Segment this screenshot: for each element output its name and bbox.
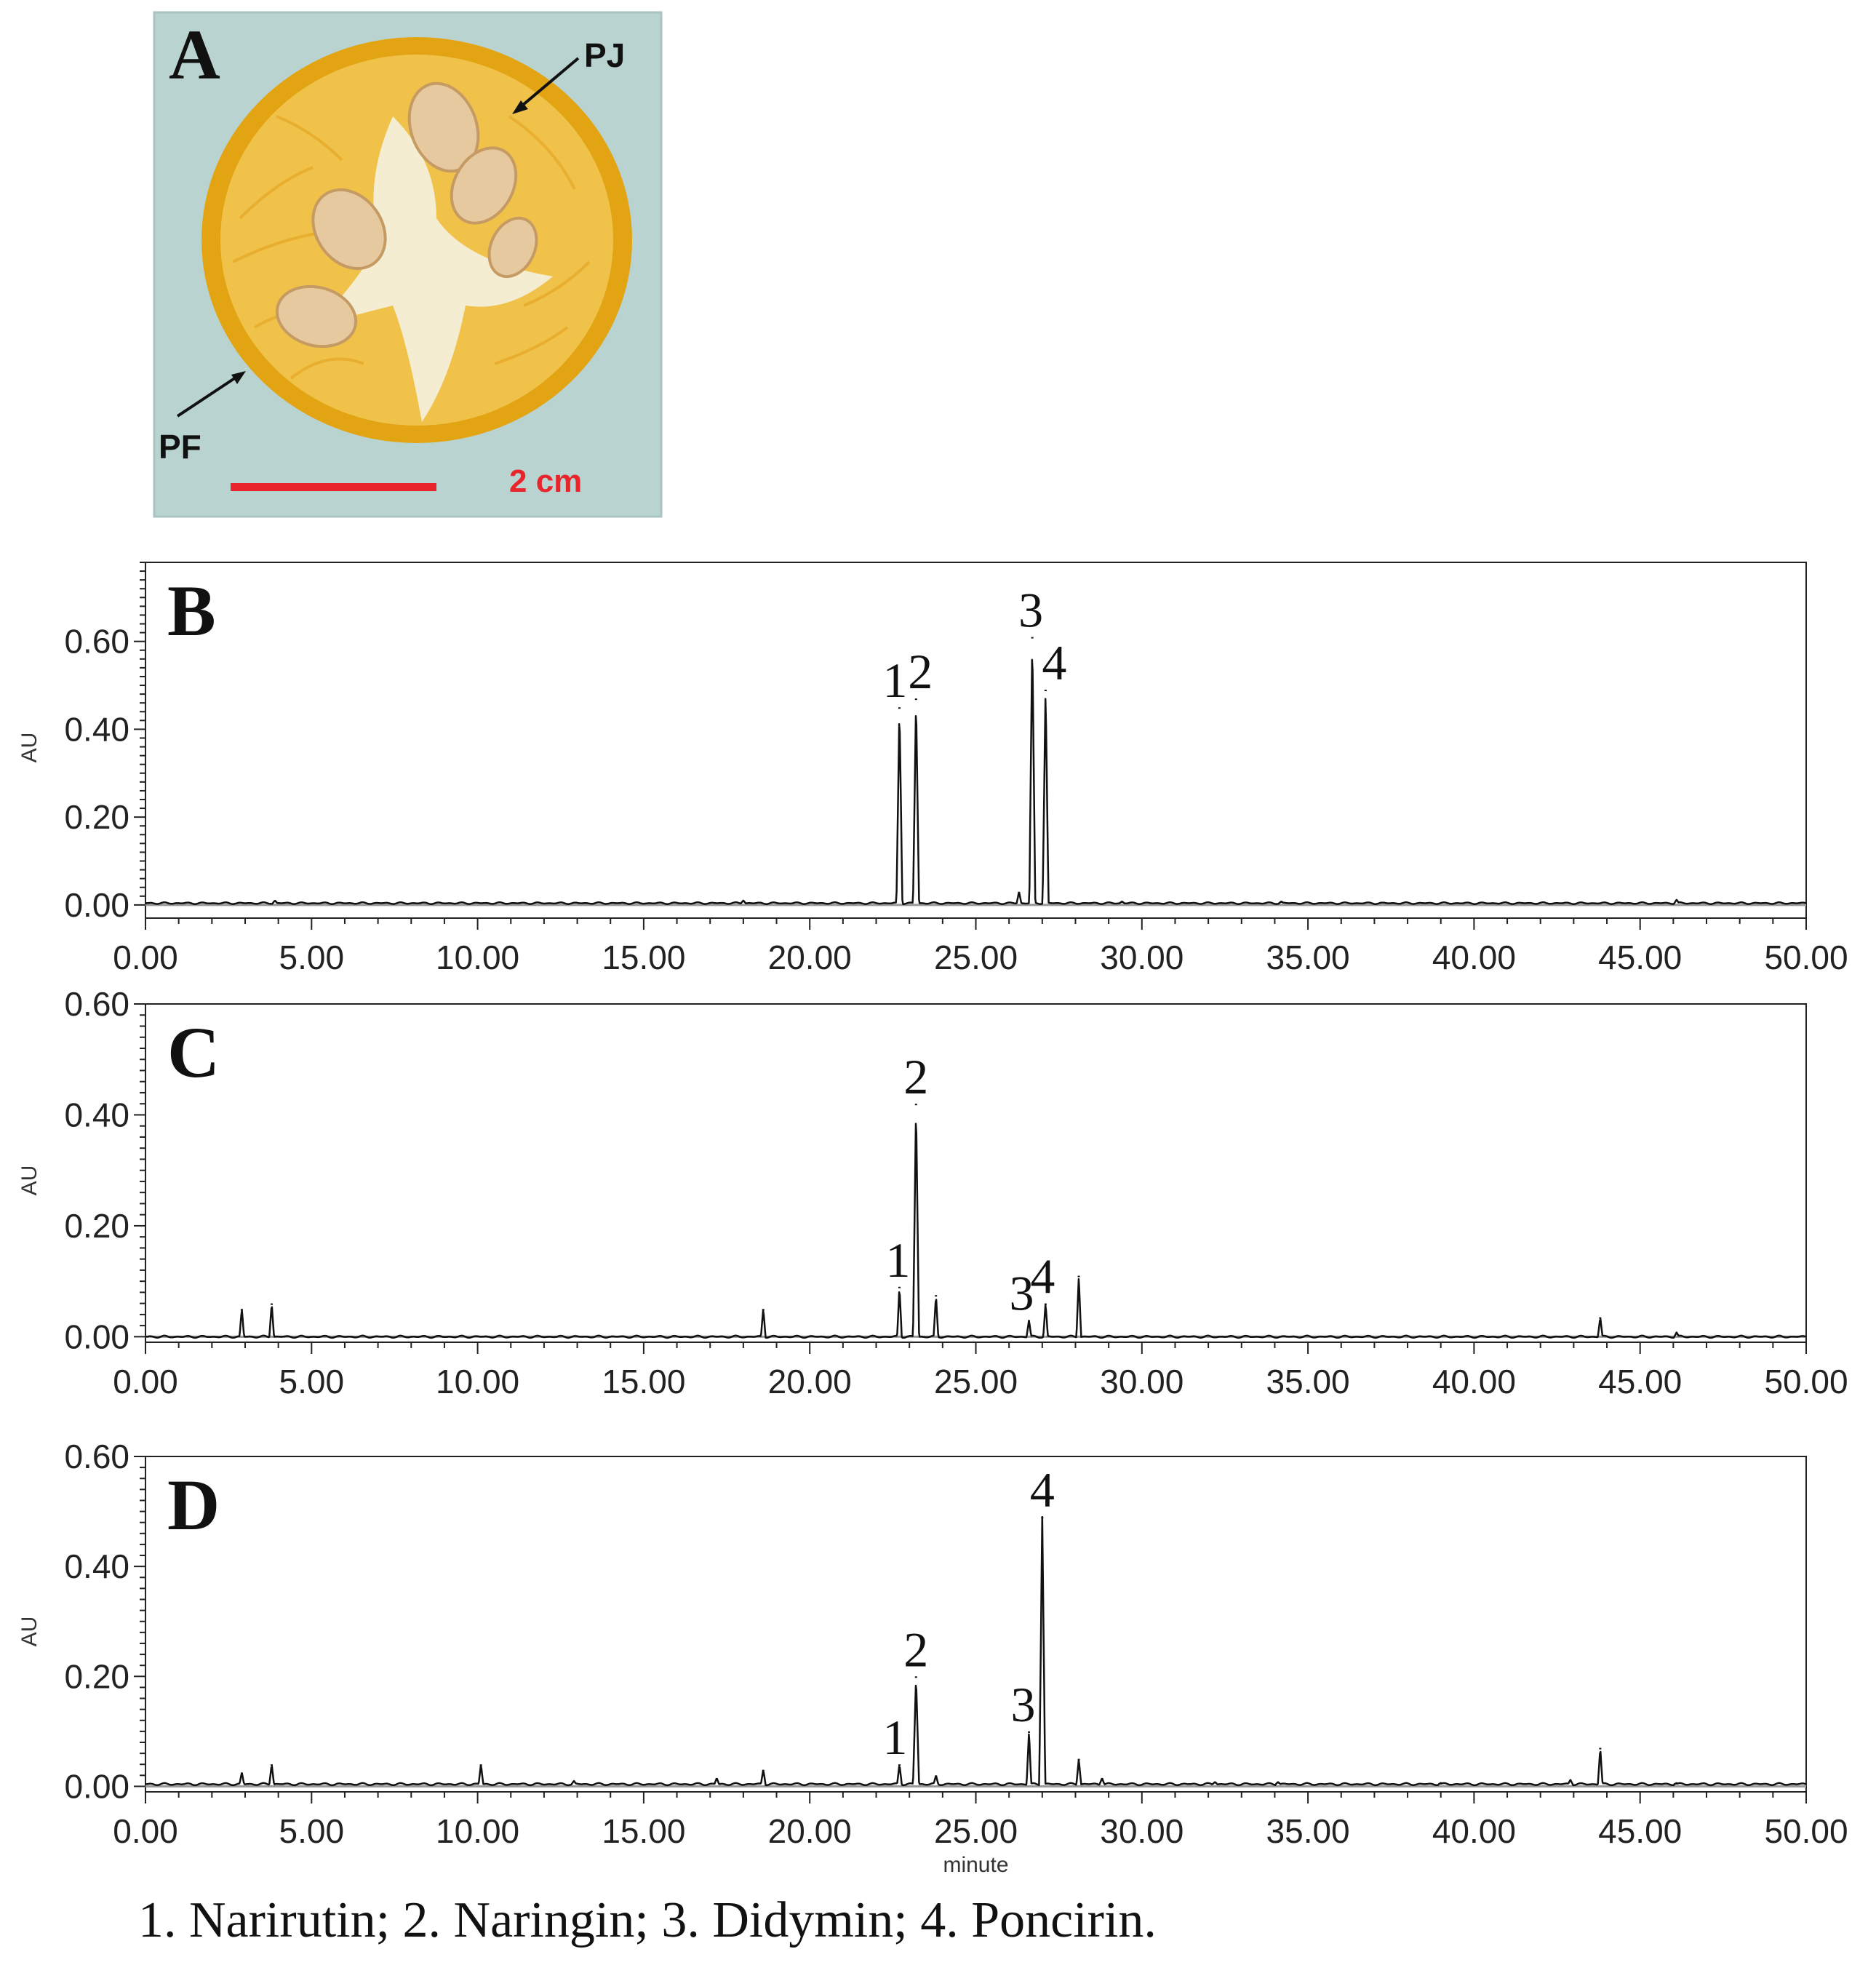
legend-item-3: 3. Didymin; — [661, 1892, 908, 1948]
peak-label: 1 — [882, 1710, 907, 1765]
x-tick-label: 30.00 — [1100, 938, 1184, 976]
x-tick-label: 30.00 — [1100, 1363, 1184, 1400]
y-tick-label: 0.60 — [64, 623, 129, 661]
pj-arrow-icon — [516, 57, 580, 111]
x-tick-label: 0.00 — [113, 938, 178, 976]
x-tick-label: 25.00 — [934, 1812, 1018, 1850]
x-tick-label: 25.00 — [934, 1363, 1018, 1400]
compound-legend: 1. Narirutin; 2. Naringin; 3. Didymin; 4… — [138, 1892, 1157, 1950]
x-tick-label: 40.00 — [1432, 1363, 1516, 1400]
y-tick-label: 0.40 — [64, 710, 129, 748]
y-axis-label: AU — [17, 1617, 41, 1647]
y-tick-label: 0.00 — [64, 1318, 129, 1355]
legend-item-1: 1. Narirutin; — [138, 1892, 391, 1948]
panel-label: D — [167, 1464, 220, 1545]
pf-annotation: PF — [159, 428, 201, 466]
x-tick-label: 5.00 — [279, 1363, 345, 1400]
x-tick-label: 10.00 — [436, 938, 519, 976]
plot-frame — [145, 562, 1807, 919]
y-tick-label: 0.00 — [64, 886, 129, 924]
y-tick-label: 0.40 — [64, 1547, 129, 1585]
chromatogram-trace — [145, 1123, 1807, 1339]
fruit-photo: A PJ PF 2 cm — [153, 11, 663, 518]
x-tick-label: 25.00 — [934, 938, 1018, 976]
x-tick-label: 40.00 — [1432, 938, 1516, 976]
x-tick-label: 10.00 — [436, 1812, 519, 1850]
x-tick-label: 0.00 — [113, 1363, 178, 1400]
y-axis-label: AU — [17, 733, 41, 763]
y-axis-label: AU — [17, 1165, 41, 1196]
peak-label: 1 — [885, 1232, 910, 1288]
peak-label: 4 — [1030, 1249, 1055, 1304]
x-tick-label: 45.00 — [1598, 1363, 1682, 1400]
scale-bar — [231, 483, 436, 491]
chromatogram-trace — [145, 658, 1807, 905]
x-tick-label: 45.00 — [1598, 938, 1682, 976]
x-tick-label: 45.00 — [1598, 1812, 1682, 1850]
x-tick-label: 50.00 — [1764, 1363, 1848, 1400]
peak-label: 3 — [1011, 1677, 1036, 1732]
legend-item-2: 2. Naringin; — [402, 1892, 649, 1948]
x-tick-label: 5.00 — [279, 1812, 345, 1850]
photo-panel-label: A — [169, 16, 220, 95]
pf-arrow-icon — [176, 373, 242, 418]
peak-label: 4 — [1042, 635, 1066, 690]
chromatogram-panel-d: 0.00 5.00 10.00 15.00 20.00 25.00 30.00 35.00 40… — [17, 1438, 1848, 1877]
y-tick-label: 0.20 — [64, 1657, 129, 1695]
y-tick-label: 0.20 — [64, 798, 129, 836]
fruit-pith — [313, 116, 553, 422]
y-tick-label: 0.60 — [64, 985, 129, 1023]
scale-bar-label: 2 cm — [509, 463, 582, 499]
y-tick-label: 0.60 — [64, 1438, 129, 1475]
x-tick-label: 15.00 — [602, 1363, 685, 1400]
pj-annotation: PJ — [584, 36, 625, 74]
x-tick-label: 35.00 — [1266, 938, 1350, 976]
x-tick-label: 35.00 — [1266, 1812, 1350, 1850]
y-tick-label: 0.40 — [64, 1096, 129, 1133]
x-tick-label: 5.00 — [279, 938, 345, 976]
chromatogram-trace — [145, 1515, 1807, 1787]
peak-label: 2 — [903, 1622, 928, 1677]
peak-label: 3 — [1010, 1266, 1034, 1321]
plot-frame — [145, 1003, 1807, 1343]
panel-label: C — [167, 1012, 220, 1093]
chromatogram-panel-c: 0.00 5.00 10.00 15.00 20.00 25.00 30.00 35.00 40… — [17, 985, 1848, 1400]
x-tick-label: 15.00 — [602, 938, 685, 976]
x-tick-label: 30.00 — [1100, 1812, 1184, 1850]
x-tick-label: 15.00 — [602, 1812, 685, 1850]
x-tick-label: 40.00 — [1432, 1812, 1516, 1850]
panel-label: B — [167, 570, 216, 651]
chromatogram-panel-b: 0.00 5.00 10.00 15.00 20.00 25.00 30.00 35.00 40… — [17, 562, 1848, 976]
legend-item-4: 4. Poncirin. — [920, 1892, 1157, 1948]
peak-label: 2 — [903, 1049, 928, 1104]
peak-label: 3 — [1018, 583, 1043, 638]
x-axis-label: minute — [943, 1853, 1008, 1877]
x-tick-label: 50.00 — [1764, 938, 1848, 976]
x-tick-label: 35.00 — [1266, 1363, 1350, 1400]
x-tick-label: 20.00 — [768, 938, 852, 976]
y-tick-label: 0.20 — [64, 1207, 129, 1245]
x-tick-label: 50.00 — [1764, 1812, 1848, 1850]
x-tick-label: 20.00 — [768, 1812, 852, 1850]
y-tick-label: 0.00 — [64, 1767, 129, 1805]
peak-label: 4 — [1030, 1462, 1055, 1518]
peak-label: 2 — [908, 644, 933, 699]
peak-label: 1 — [882, 653, 907, 708]
fruit-seeds — [275, 81, 538, 348]
x-tick-label: 10.00 — [436, 1363, 519, 1400]
x-tick-label: 20.00 — [768, 1363, 852, 1400]
plot-frame — [145, 1456, 1807, 1793]
x-tick-label: 0.00 — [113, 1812, 178, 1850]
